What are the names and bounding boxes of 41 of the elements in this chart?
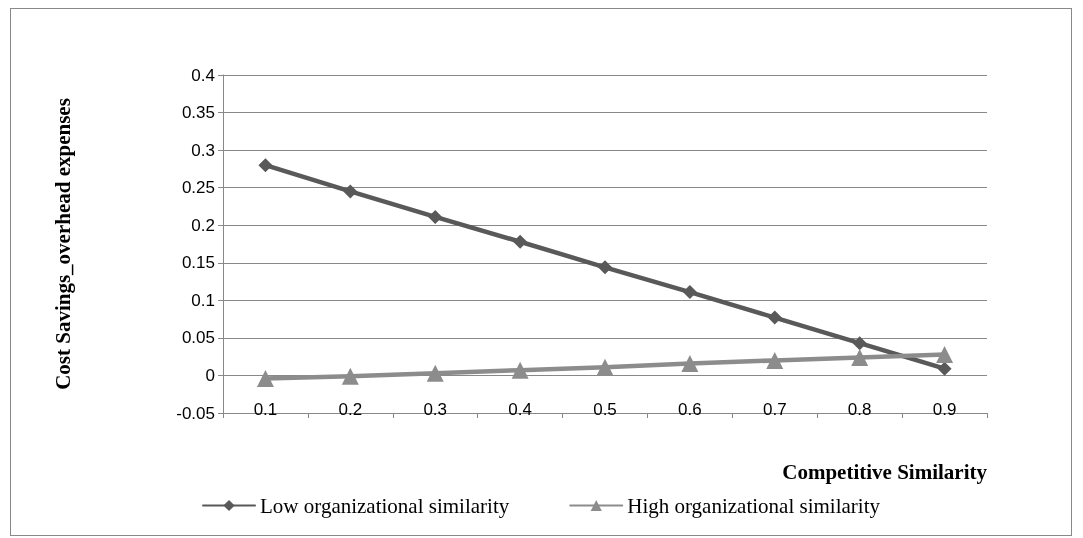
- x-axis-title: Competitive Similarity: [782, 459, 988, 484]
- x-tick-label: 0.9: [932, 400, 957, 419]
- legend-label: High organizational similarity: [627, 493, 881, 518]
- x-tick-label: 0.5: [593, 400, 617, 419]
- point: [937, 361, 952, 376]
- y-tick-label: 0.25: [181, 178, 215, 198]
- point: [936, 345, 954, 363]
- y-axis-title: Cost Savings_overhead expenses: [50, 98, 75, 390]
- y-tick-label: 0.15: [181, 253, 215, 273]
- x-tick-label: 0.6: [678, 400, 702, 419]
- x-tick-label: 0.3: [423, 400, 448, 419]
- x-tick-label: 0.8: [847, 400, 872, 419]
- point: [766, 351, 784, 369]
- y-tick-label: -0.05: [176, 403, 215, 423]
- point: [513, 234, 528, 249]
- point: [682, 285, 697, 300]
- x-tick-label: 0.2: [338, 400, 363, 419]
- point: [258, 158, 273, 173]
- point: [341, 367, 359, 385]
- point: [681, 354, 699, 372]
- y-tick-label: 0.35: [181, 103, 215, 123]
- point: [851, 348, 869, 366]
- point: [511, 361, 529, 379]
- point: [596, 358, 614, 376]
- y-tick-label: 0: [205, 365, 215, 385]
- x-tick-label: 0.4: [508, 400, 532, 419]
- point: [256, 369, 274, 387]
- point: [428, 209, 443, 224]
- x-tick-label: 0.7: [762, 400, 787, 419]
- point: [767, 310, 782, 325]
- y-tick-label: 0.4: [191, 65, 215, 85]
- y-tick-label: 0.3: [191, 140, 215, 160]
- point: [852, 336, 867, 351]
- point: [343, 184, 358, 199]
- point: [598, 260, 612, 275]
- y-tick-label: 0.1: [191, 290, 215, 310]
- x-tick-label: 0.1: [253, 400, 278, 419]
- point: [426, 364, 444, 382]
- y-tick-label: 0.2: [191, 215, 215, 235]
- legend-label: Low organizational similarity: [260, 493, 510, 518]
- y-tick-label: 0.05: [181, 328, 215, 348]
